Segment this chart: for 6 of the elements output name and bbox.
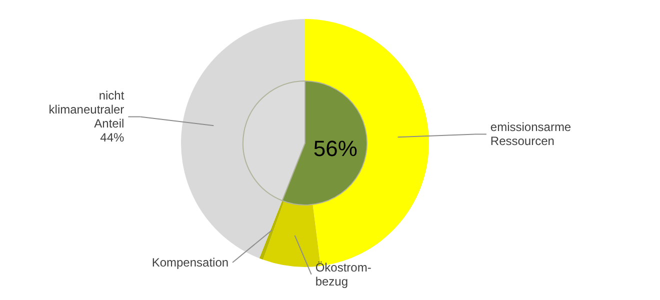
data-label: 44%	[100, 130, 124, 145]
slice-label: nicht klimaneutraler Anteil	[48, 88, 125, 131]
slice-label: emissionsarme Ressourcen	[490, 120, 572, 148]
slice-label: Ökostrom-bezug	[315, 260, 372, 288]
data-label: 56%	[313, 136, 358, 161]
slice-label: Kompensation	[152, 255, 229, 270]
